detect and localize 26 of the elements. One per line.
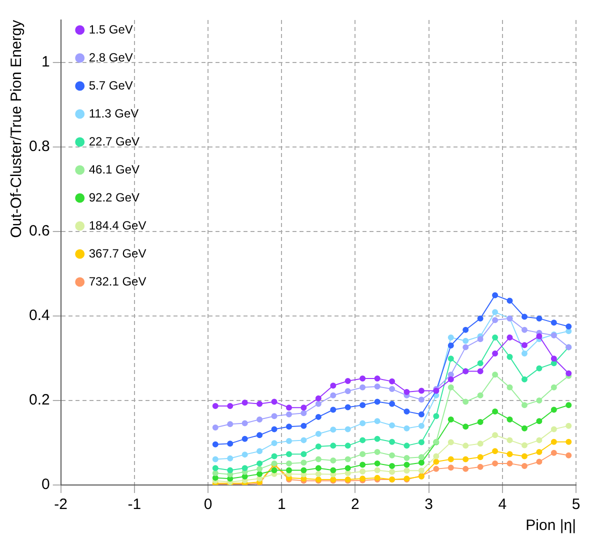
x-tick-label: 0: [204, 496, 212, 514]
legend-label: 367.7 GeV: [88, 246, 146, 260]
x-tick-label: 3: [424, 496, 433, 514]
legend-label: 46.1 GeV: [88, 162, 140, 176]
y-tick-label: 0.6: [28, 222, 50, 240]
x-tick-label: 2: [351, 496, 360, 514]
x-tick-label: -2: [54, 496, 68, 514]
legend-label: 22.7 GeV: [88, 134, 140, 148]
x-axis-title: Pion |η|: [526, 517, 576, 534]
x-tick-label: 1: [277, 496, 286, 514]
y-tick-label: 0.8: [28, 138, 50, 155]
y-tick-label: 0: [42, 476, 50, 494]
x-tick-label: 4: [498, 496, 507, 514]
legend-label: 5.7 GeV: [88, 78, 133, 92]
legend-label: 184.4 GeV: [88, 218, 146, 232]
legend-label: 732.1 GeV: [88, 274, 146, 288]
y-tick-label: 0.2: [28, 392, 50, 409]
y-axis-title: Out-Of-Cluster/True Pion Energy: [8, 20, 26, 238]
x-tick-label: 5: [572, 496, 580, 514]
legend-label: 2.8 GeV: [88, 50, 133, 64]
y-tick-label: 1: [42, 53, 50, 70]
x-tick-label: -1: [128, 496, 142, 514]
legend-label: 1.5 GeV: [88, 22, 133, 36]
legend-label: 92.2 GeV: [88, 190, 140, 204]
y-tick-label: 0.4: [28, 307, 50, 324]
legend-label: 11.3 GeV: [88, 106, 139, 120]
